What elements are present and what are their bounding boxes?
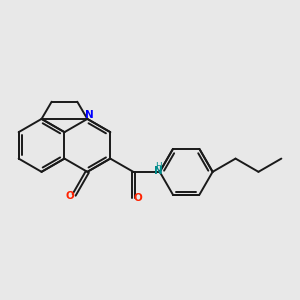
Text: N: N [85, 110, 94, 120]
Text: H: H [155, 161, 162, 170]
Text: O: O [134, 193, 142, 203]
Text: O: O [66, 191, 74, 201]
Text: N: N [154, 166, 163, 176]
